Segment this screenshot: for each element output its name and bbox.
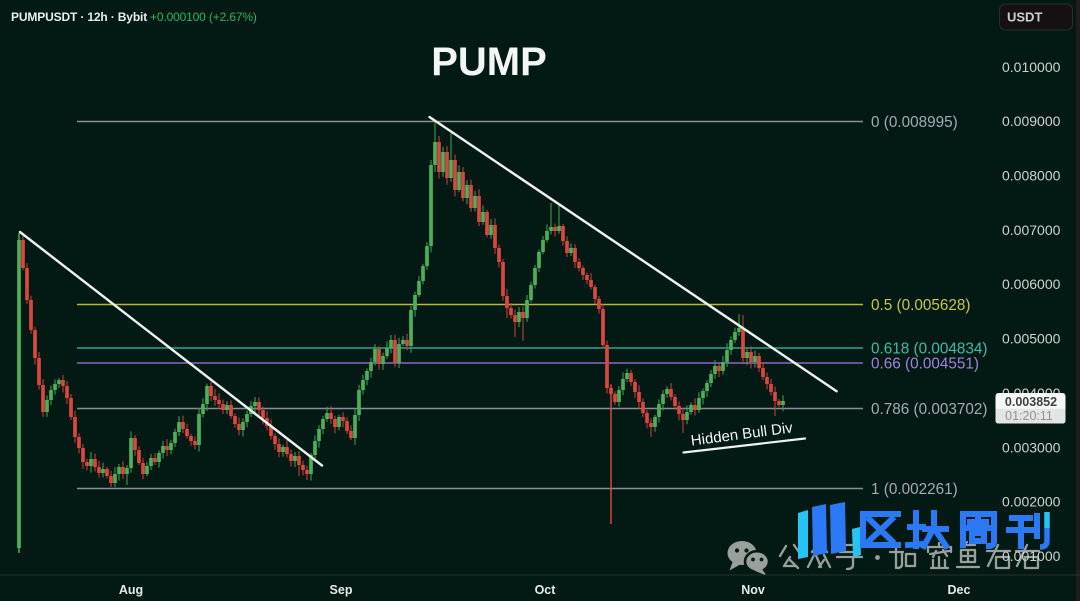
svg-text:0.5 (0.005628): 0.5 (0.005628) [871, 297, 971, 314]
svg-text:0.001000: 0.001000 [1002, 548, 1061, 564]
svg-text:0.618 (0.004834): 0.618 (0.004834) [871, 341, 988, 358]
svg-text:+0.000100 (+2.67%): +0.000100 (+2.67%) [150, 10, 257, 24]
svg-text:0.005000: 0.005000 [1002, 331, 1061, 347]
svg-text:0 (0.008995): 0 (0.008995) [871, 114, 958, 131]
svg-text:0.786 (0.003702): 0.786 (0.003702) [871, 401, 988, 418]
svg-text:PUMPUSDT · 12h · Bybit: PUMPUSDT · 12h · Bybit [11, 10, 147, 24]
svg-text:0.006000: 0.006000 [1002, 276, 1061, 292]
svg-text:1 (0.002261): 1 (0.002261) [871, 481, 958, 498]
svg-text:Dec: Dec [948, 583, 971, 597]
svg-text:0.007000: 0.007000 [1002, 222, 1061, 238]
svg-text:0.009000: 0.009000 [1002, 113, 1061, 129]
svg-text:Sep: Sep [330, 583, 353, 597]
svg-text:0.003852: 0.003852 [1005, 395, 1057, 409]
svg-text:Oct: Oct [535, 583, 557, 597]
svg-text:0.002000: 0.002000 [1002, 494, 1061, 510]
svg-text:0.010000: 0.010000 [1002, 59, 1061, 75]
svg-text:Nov: Nov [741, 583, 765, 597]
svg-text:01:20:11: 01:20:11 [1005, 409, 1053, 423]
svg-text:PUMP: PUMP [431, 40, 547, 84]
svg-text:0.66 (0.004551): 0.66 (0.004551) [871, 356, 979, 373]
svg-text:Aug: Aug [119, 583, 143, 597]
svg-text:USDT: USDT [1007, 10, 1042, 25]
svg-text:0.008000: 0.008000 [1002, 168, 1061, 184]
svg-text:0.003000: 0.003000 [1002, 439, 1061, 455]
